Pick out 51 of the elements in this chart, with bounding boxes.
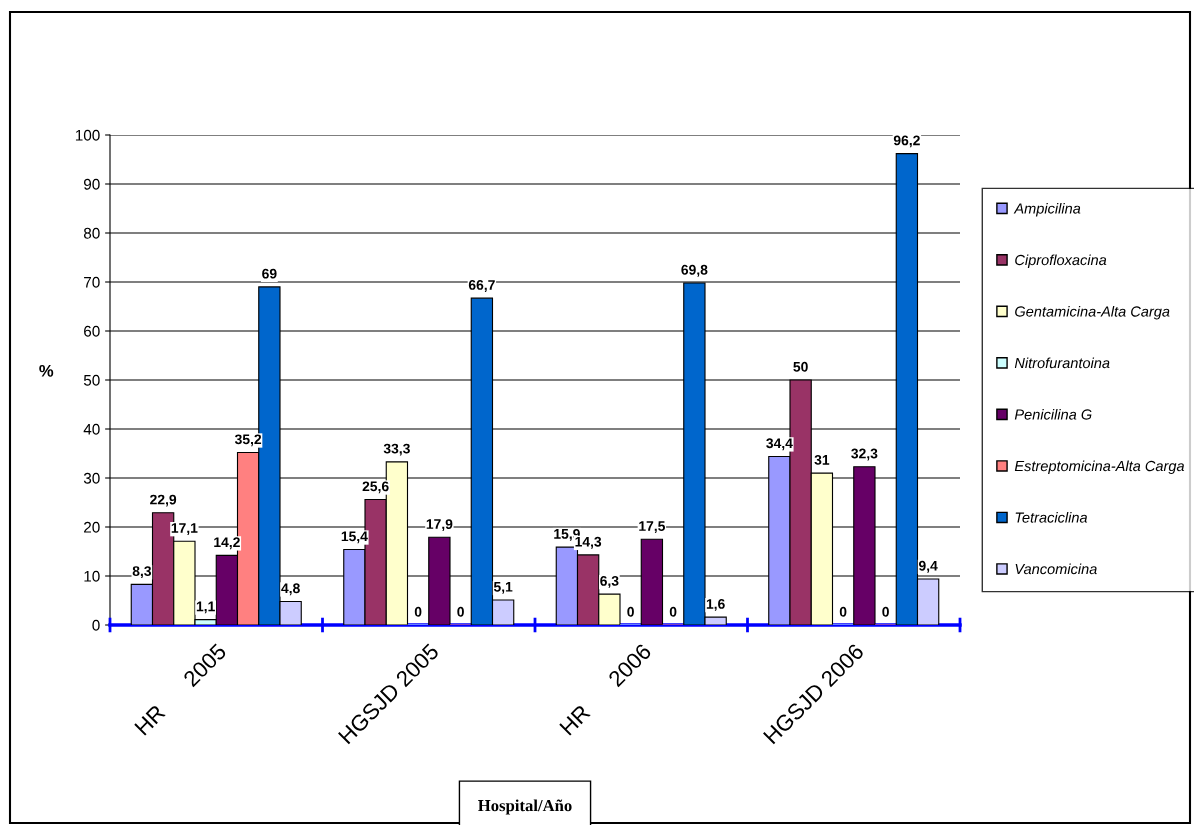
data-label: 6,3: [600, 575, 619, 588]
data-label: 4,8: [281, 583, 300, 596]
data-label: 33,3: [383, 443, 410, 456]
x-axis-title: Hospital/Año: [478, 799, 572, 815]
legend-label: Vancomicina: [1015, 563, 1097, 575]
data-label: 0: [882, 606, 889, 617]
data-label: 15,4: [341, 531, 368, 544]
data-label: 0: [669, 606, 677, 617]
data-label: 0: [457, 606, 464, 617]
data-label: 5,1: [493, 582, 513, 594]
data-label: 96,2: [893, 135, 920, 148]
data-label: 17,1: [171, 523, 198, 535]
data-label: 17,5: [639, 521, 666, 533]
data-label: 0: [627, 606, 634, 617]
y-tick-label: 60: [84, 325, 100, 337]
y-tick-label: 20: [84, 521, 100, 533]
data-label: 32,3: [851, 448, 878, 461]
y-tick-label: 50: [83, 374, 100, 386]
legend-label: Tetraciclina: [1015, 511, 1088, 523]
data-label: 69: [262, 268, 277, 279]
y-tick-label: 90: [84, 178, 100, 190]
data-label: 66,7: [468, 280, 495, 292]
legend-label: Ampicilina: [1013, 202, 1081, 217]
data-label: 34,4: [766, 438, 793, 451]
legend-label: Estreptomicina-Alta Carga: [1014, 460, 1185, 475]
data-label: 31: [814, 454, 830, 465]
y-tick-label: 10: [84, 570, 100, 582]
data-label: 50: [793, 361, 808, 372]
data-label: 1,1: [196, 601, 215, 614]
legend-label: Gentamicina-Alta Carga: [1015, 305, 1170, 320]
y-tick-label: 30: [83, 472, 100, 484]
data-label: 35,2: [234, 434, 262, 447]
y-tick-label: 100: [75, 129, 100, 141]
data-label: 0: [414, 606, 422, 617]
data-label: 14,2: [214, 537, 240, 550]
y-tick-label: 80: [83, 227, 100, 239]
legend-label: Nitrofurantoina: [1014, 357, 1110, 369]
data-label: 0: [839, 606, 847, 617]
y-tick-label: 40: [83, 423, 100, 435]
legend-label: Penicilina G: [1014, 408, 1092, 420]
data-label: 25,6: [362, 481, 389, 494]
legend-label: Ciprofloxacina: [1015, 254, 1107, 269]
data-label: 1,6: [706, 599, 725, 611]
data-label: 69,8: [681, 264, 708, 277]
data-label: 17,9: [426, 519, 453, 531]
data-label: 22,9: [150, 494, 177, 507]
data-label: 9,4: [918, 560, 938, 573]
y-tick-label: 0: [92, 619, 100, 631]
y-tick-label: 70: [84, 276, 100, 288]
y-axis-title: %: [39, 364, 54, 377]
data-label: 8,3: [132, 566, 152, 579]
